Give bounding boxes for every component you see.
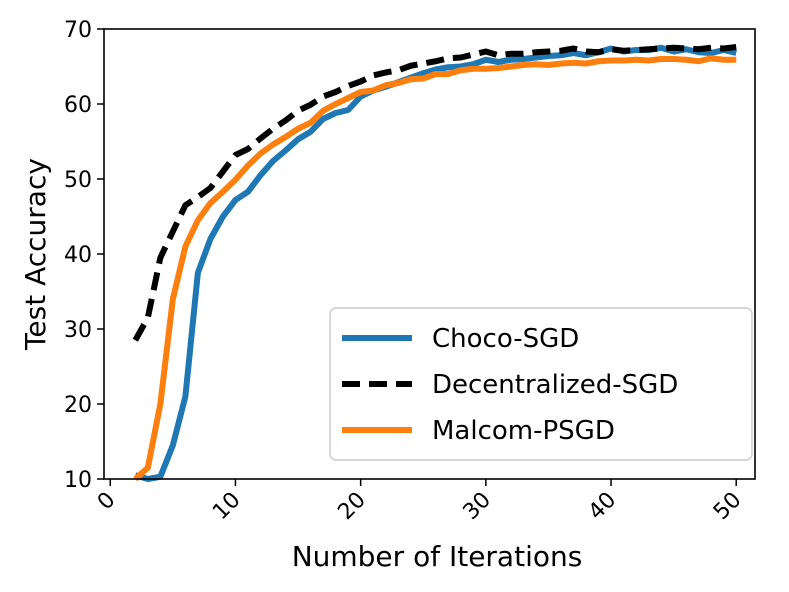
series-line-choco-sgd <box>134 44 737 482</box>
y-axis-ticks: 10 20 30 40 50 60 70 <box>64 18 104 493</box>
y-tick-label: 70 <box>64 18 92 43</box>
y-tick-label: 50 <box>64 168 92 193</box>
y-tick-label: 20 <box>64 393 92 418</box>
legend-label: Malcom-PSGD <box>432 416 615 446</box>
series-line-decentralized-sgd <box>132 44 737 342</box>
x-axis-label: Number of Iterations <box>292 540 583 573</box>
legend-box <box>329 307 753 461</box>
y-tick-label: 40 <box>64 243 92 268</box>
series-layer <box>132 44 737 482</box>
y-tick-label: 10 <box>64 468 92 493</box>
y-tick-label: 30 <box>64 318 92 343</box>
y-tick-label: 60 <box>64 93 92 118</box>
series-line-malcom-psgd <box>133 55 737 482</box>
legend-label: Choco-SGD <box>432 324 579 354</box>
legend-label: Decentralized-SGD <box>432 370 678 400</box>
y-axis-label: Test Accuracy <box>19 158 52 351</box>
legend: Choco-SGD Decentralized-SGD Malcom-PSGD <box>329 307 753 461</box>
